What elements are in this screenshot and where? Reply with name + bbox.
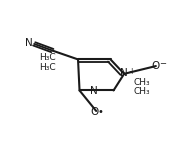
Text: CH₃: CH₃: [133, 87, 150, 96]
Text: O: O: [90, 107, 98, 117]
Text: −: −: [160, 59, 167, 68]
Text: H₃C: H₃C: [39, 53, 55, 62]
Text: N: N: [25, 38, 33, 48]
Text: •: •: [98, 107, 104, 117]
Text: N: N: [120, 68, 128, 78]
Text: N: N: [90, 86, 98, 96]
Text: +: +: [128, 67, 135, 76]
Text: O: O: [152, 61, 160, 71]
Text: H₃C: H₃C: [39, 63, 55, 72]
Text: CH₃: CH₃: [133, 78, 150, 87]
